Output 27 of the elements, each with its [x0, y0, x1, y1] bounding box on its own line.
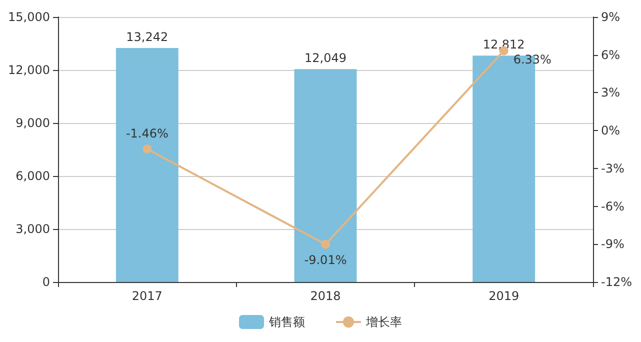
y2-tick-label: 0%	[601, 124, 620, 138]
data-label: -9.01%	[304, 252, 347, 267]
y2-tick-label: 3%	[601, 86, 620, 100]
x-tick-label: 2017	[132, 289, 162, 303]
data-label: 13,242	[126, 30, 168, 44]
legend-label: 增长率	[365, 315, 402, 329]
y2-tick-label: -3%	[601, 161, 624, 176]
y-tick-label: 6,000	[16, 169, 50, 183]
y-tick-label: 9,000	[16, 116, 50, 130]
x-tick-label: 2018	[310, 289, 341, 303]
legend-label: 销售额	[268, 315, 305, 329]
data-label: -1.46%	[126, 126, 168, 140]
x-tick-label: 2019	[488, 289, 520, 303]
point	[142, 144, 152, 154]
point	[321, 240, 330, 249]
y2-tick-label: 6%	[601, 48, 620, 62]
y-tick-label: 15,000	[8, 10, 50, 24]
y2-tick-label: -12%	[601, 275, 632, 289]
y2-tick-label: 9%	[601, 10, 620, 24]
y-tick-label: 12,000	[8, 63, 50, 77]
y2-tick-label: -6%	[601, 199, 624, 214]
bar	[116, 48, 178, 282]
data-label: 12,049	[304, 51, 346, 66]
y-tick-label: 3,000	[16, 222, 50, 236]
bar	[294, 69, 357, 282]
y2-tick-label: -9%	[601, 237, 624, 252]
y-tick-label: 0	[42, 275, 50, 289]
